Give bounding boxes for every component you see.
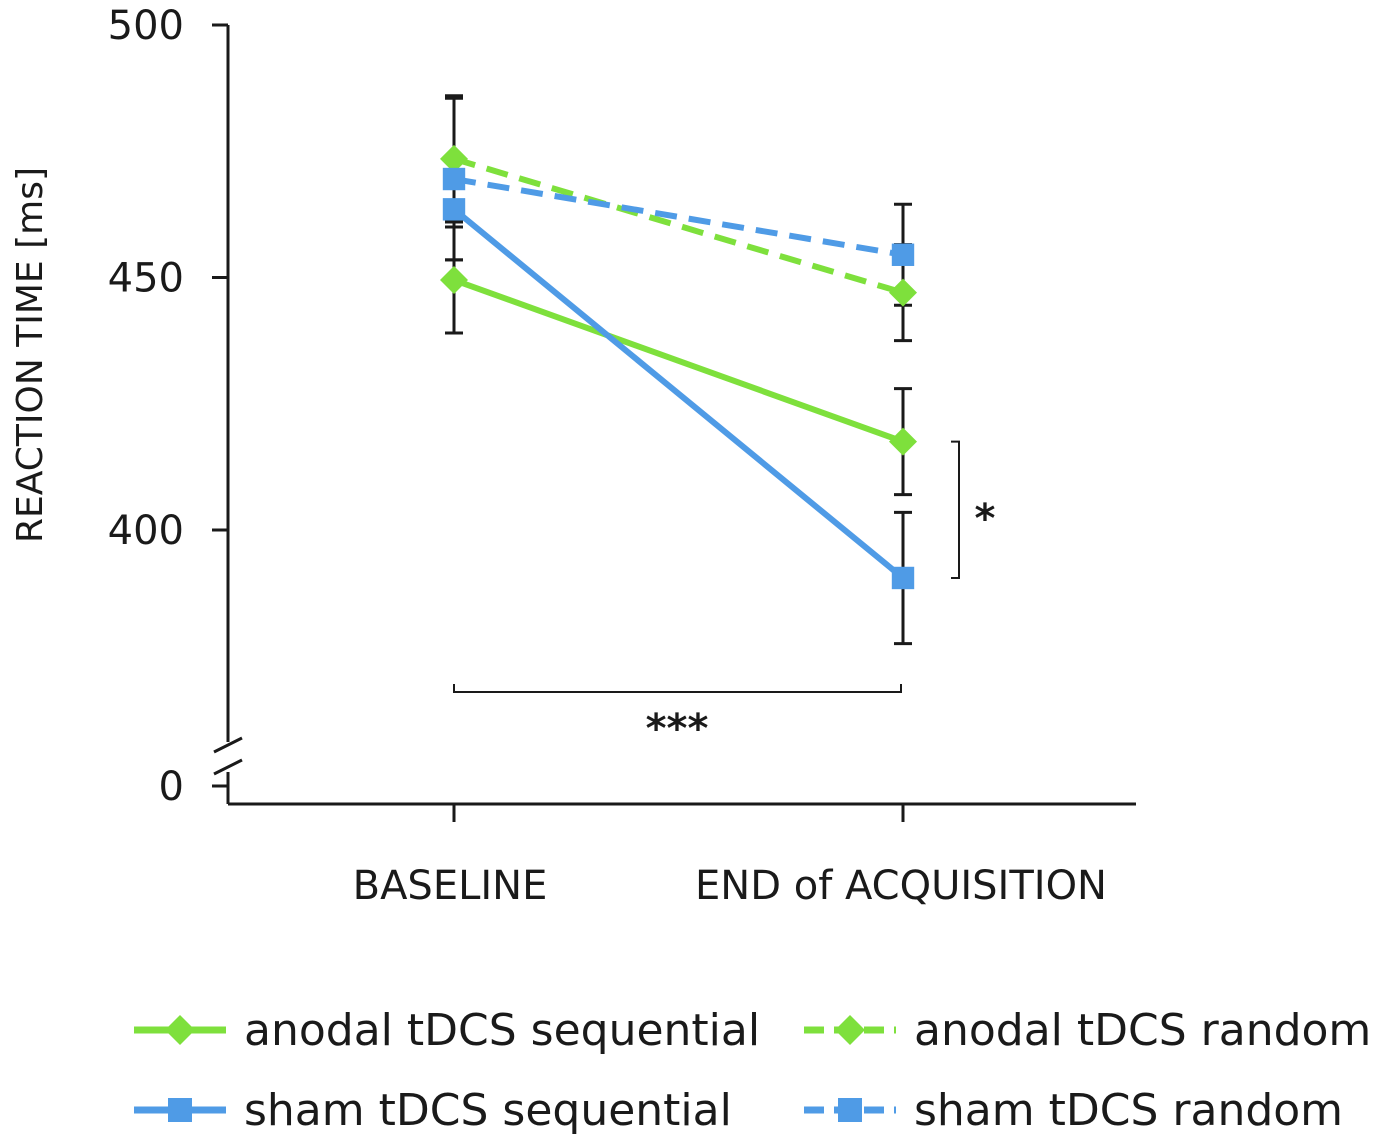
data-point — [891, 566, 915, 590]
significance-bracket-vertical — [951, 440, 960, 579]
legend-swatch-marker — [838, 1098, 862, 1122]
y-tick-label: 450 — [108, 256, 184, 302]
data-point — [440, 144, 468, 173]
data-point — [889, 427, 917, 456]
significance-annotations: **** — [453, 440, 996, 752]
data-point — [442, 198, 466, 221]
x-category-label: BASELINE — [353, 863, 548, 909]
data-point — [891, 243, 915, 266]
data-point — [442, 167, 466, 191]
significance-marker: *** — [646, 706, 709, 752]
y-axis-label: REACTION TIME [ms] — [10, 167, 51, 543]
legend-label: sham tDCS random — [914, 1085, 1343, 1136]
axis-break-mark-top — [213, 736, 243, 754]
legend-label: anodal tDCS random — [914, 1005, 1371, 1056]
y-ticks: 500 450 400 0 — [108, 3, 228, 810]
significance-marker: * — [975, 496, 996, 542]
legend-swatch-marker — [835, 1015, 865, 1045]
x-category-label: END of ACQUISITION — [695, 863, 1107, 909]
series-line — [453, 176, 904, 258]
series-line — [453, 155, 904, 296]
y-tick-label: 0 — [159, 764, 184, 810]
legend-label: sham tDCS sequential — [244, 1085, 732, 1136]
y-tick-label: 500 — [108, 3, 184, 49]
significance-bracket-horizontal — [453, 684, 902, 693]
axis-break-mark-bottom — [213, 758, 243, 776]
data-point — [889, 278, 917, 307]
axes — [213, 25, 1136, 822]
series-layer — [440, 94, 917, 646]
data-point — [440, 266, 468, 295]
series-line — [452, 207, 905, 581]
y-tick-label: 400 — [108, 508, 184, 554]
legend-swatch-marker — [168, 1098, 192, 1122]
legend: anodal tDCS sequential anodal tDCS random… — [134, 1005, 1371, 1136]
legend-label: anodal tDCS sequential — [244, 1005, 760, 1056]
legend-swatch-marker — [165, 1015, 195, 1045]
series-line — [452, 277, 905, 445]
x-categories: BASELINE END of ACQUISITION — [353, 863, 1107, 909]
